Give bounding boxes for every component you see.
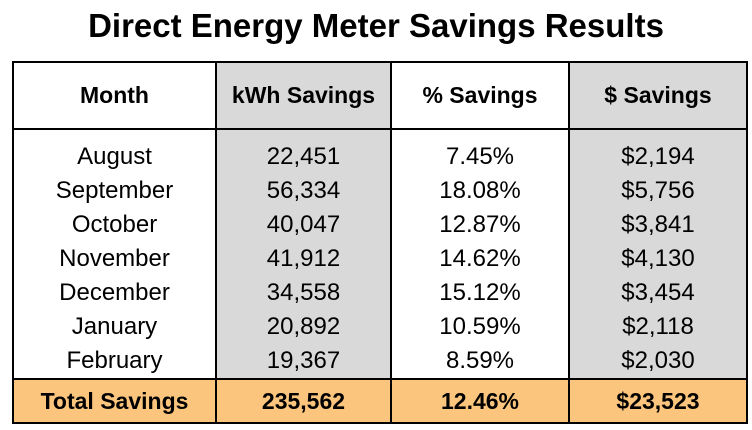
total-label: Total Savings: [12, 378, 217, 424]
table-header-row: Month kWh Savings % Savings $ Savings: [12, 61, 748, 130]
cell-percent-savings: 14.62%: [390, 242, 570, 276]
cell-dollar-savings: $4,130: [568, 242, 748, 276]
total-kwh-savings: 235,562: [215, 378, 392, 424]
cell-kwh-savings: 22,451: [215, 140, 392, 174]
cell-kwh-savings: 20,892: [215, 310, 392, 344]
cell-month: October: [12, 208, 217, 242]
cell-dollar-savings: $2,030: [568, 344, 748, 379]
column-header-percent-savings: % Savings: [390, 61, 570, 130]
cell-dollar-savings: $3,454: [568, 276, 748, 310]
cell-month: December: [12, 276, 217, 310]
cell-percent-savings: 7.45%: [390, 140, 570, 174]
cell-kwh-savings: 41,912: [215, 242, 392, 276]
cell-dollar-savings: $5,756: [568, 174, 748, 208]
cell-dollar-savings: $2,194: [568, 140, 748, 174]
column-header-kwh-savings: kWh Savings: [215, 61, 392, 130]
column-header-dollar-savings: $ Savings: [568, 61, 748, 130]
cell-percent-savings: 12.87%: [390, 208, 570, 242]
cell-kwh-savings: 19,367: [215, 344, 392, 379]
table-row: September 56,334 18.08% $5,756: [12, 174, 748, 208]
table-row: October 40,047 12.87% $3,841: [12, 208, 748, 242]
cell-month: August: [12, 140, 217, 174]
table-spacer-row: [12, 129, 748, 140]
cell-kwh-savings: 56,334: [215, 174, 392, 208]
total-dollar-savings: $23,523: [568, 378, 748, 424]
cell-kwh-savings: 34,558: [215, 276, 392, 310]
cell-month: February: [12, 344, 217, 379]
cell-percent-savings: 15.12%: [390, 276, 570, 310]
savings-table: Month kWh Savings % Savings $ Savings Au…: [12, 61, 748, 424]
table-row: August 22,451 7.45% $2,194: [12, 140, 748, 174]
cell-percent-savings: 8.59%: [390, 344, 570, 379]
cell-dollar-savings: $2,118: [568, 310, 748, 344]
column-header-month: Month: [12, 61, 217, 130]
cell-month: November: [12, 242, 217, 276]
cell-percent-savings: 10.59%: [390, 310, 570, 344]
page-title: Direct Energy Meter Savings Results: [88, 7, 664, 44]
table-row: November 41,912 14.62% $4,130: [12, 242, 748, 276]
total-percent-savings: 12.46%: [390, 378, 570, 424]
cell-dollar-savings: $3,841: [568, 208, 748, 242]
cell-kwh-savings: 40,047: [215, 208, 392, 242]
cell-percent-savings: 18.08%: [390, 174, 570, 208]
table-row: January 20,892 10.59% $2,118: [12, 310, 748, 344]
table-row: December 34,558 15.12% $3,454: [12, 276, 748, 310]
cell-month: January: [12, 310, 217, 344]
total-row: Total Savings 235,562 12.46% $23,523: [12, 378, 748, 424]
cell-month: September: [12, 174, 217, 208]
table-row: February 19,367 8.59% $2,030: [12, 344, 748, 379]
